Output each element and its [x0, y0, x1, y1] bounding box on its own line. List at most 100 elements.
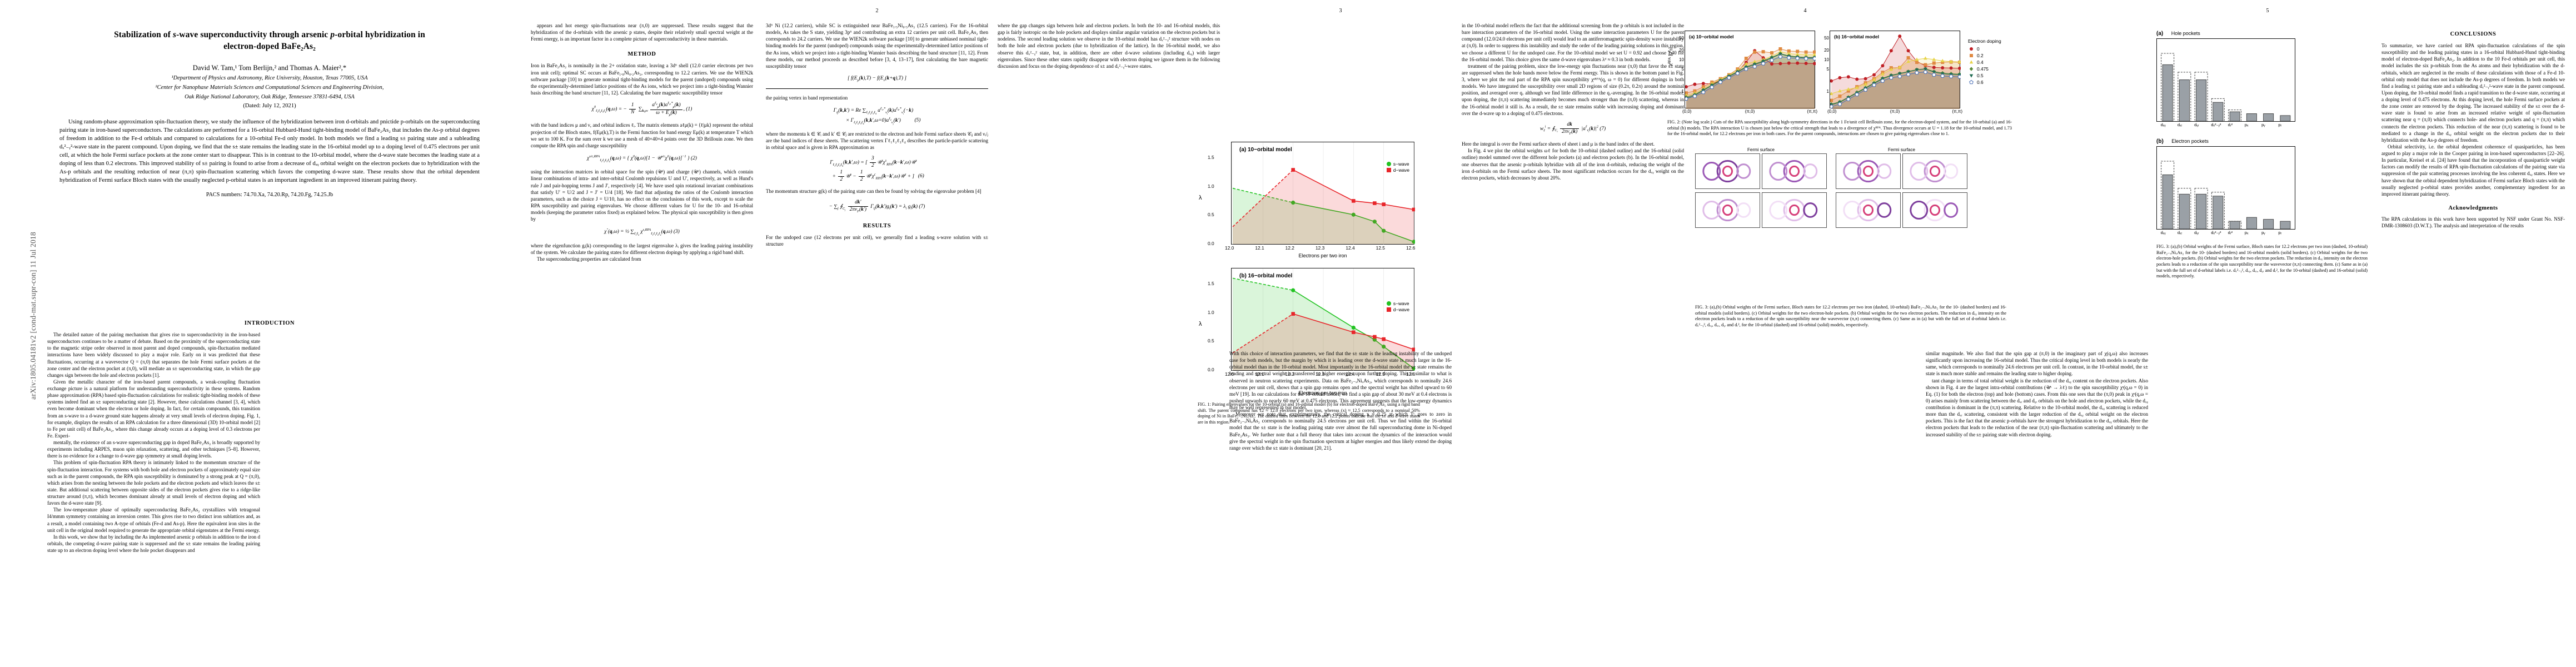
fig3-caption: FIG. 3: (a),(b) Orbital weights of the F…: [1695, 305, 2006, 327]
x-tick-label: pᵧ: [2261, 122, 2265, 127]
section-results: RESULTS: [863, 222, 891, 229]
paragraph: Here the integral is over the Fermi surf…: [1462, 141, 1655, 147]
column-3: 3d⁶ Ni (12.2 carriers), while SC is exti…: [766, 22, 988, 667]
fermi-surface-panel: [1902, 153, 1967, 189]
abstract: Using random-phase approximation spin-fl…: [59, 118, 480, 184]
fig2a-plot-svg: [1685, 47, 1816, 109]
fig2b-y-ticks: 1 5 10 20 50: [1818, 31, 1830, 108]
legend-label: d−wave: [1393, 306, 1409, 312]
legend-label: 0: [1977, 46, 1980, 52]
fig5-panel-label-a: (a): [2156, 31, 2164, 37]
paragraph: The momentum structure g(k) of the pairi…: [766, 188, 981, 195]
paragraph: 3d⁶ Ni (12.2 carriers), while SC is exti…: [766, 23, 988, 69]
y-tick-label: 1: [1826, 89, 1829, 94]
column-1-2-body: INTRODUCTION The detailed nature of the …: [47, 311, 492, 667]
y-tick-label: 0.5: [1208, 212, 1214, 218]
fig1-caption: FIG. 1: Pairing eigenvalues for the 10-o…: [1198, 402, 1420, 425]
x-tick-label: dₓᵧ: [2160, 230, 2166, 235]
paragraph: mentally, the existence of an s-wave sup…: [47, 440, 260, 459]
equation-6: Γℓ1ℓ2ℓ3ℓ4(k,k′,ω) = [ 3 2 𝒰sχsRPA(k−k′,ω)𝒰…: [830, 156, 924, 182]
paragraph: Given the metallic character of the iron…: [47, 379, 260, 439]
paragraph: in the 10-orbital model reflects the fac…: [1462, 23, 1684, 62]
fig2-legend-item: 0.4: [1968, 59, 2001, 66]
fermi-surface-panel: [1762, 153, 1827, 189]
fig2a-panel-label: (a) 10−orbital model: [1689, 34, 1734, 39]
y-tick-label: 50: [1679, 35, 1684, 41]
x-tick-label: dᵣ²: [2228, 122, 2233, 127]
equation-8: wℓi = ∮Ci dk 2πvF(k) |aℓνi(k)|2 (7): [1539, 121, 1606, 136]
fermi-surface-plot: [1843, 160, 1892, 183]
fermi-surface-panel: [1762, 192, 1827, 228]
equation-3: χ″(q,ω) = ½ ∑ℓ1ℓ2 χs,RPAℓ1ℓ1ℓ2ℓ2(q,ω) (3…: [604, 228, 680, 237]
x-tick-label: 12.0: [1225, 245, 1234, 251]
equation-number: (6): [918, 173, 924, 180]
paragraph: The superconducting properties are calcu…: [537, 256, 641, 262]
x-tick-label: dₓᵣ: [2177, 122, 2183, 127]
equation-number: , (1): [683, 106, 692, 112]
title-block: Stabilization of s-wave superconductivit…: [47, 29, 492, 198]
fig5a-x-ticks: dₓᵧ dₓᵣ dᵧᵣ dₓ²₋ᵧ² dᵣ² pₓ pᵧ pᵣ: [2156, 122, 2295, 131]
x-tick-label: (0,0): [1682, 109, 1692, 114]
x-tick-label: pᵣ: [2278, 122, 2282, 127]
fermi-surface-panel: [1695, 192, 1760, 228]
y-tick-label: 1.0: [1208, 183, 1214, 189]
fig1-panel-b: (b) 16−orbital model s−wave d−wave: [1231, 268, 1415, 371]
equation-number: (7): [1600, 126, 1606, 132]
paragraph: where the momenta k ∈ 𝒞ᵢ and k′ ∈ 𝒞ⱼ are…: [766, 131, 988, 151]
fig5a-plot-svg: [2161, 53, 2291, 122]
fig2-legend-item: 0.2: [1968, 52, 2001, 59]
legend-label: 0.475: [1977, 66, 1989, 72]
x-tick-label: 12.2: [1285, 245, 1294, 251]
section-introduction: INTRODUCTION: [244, 320, 295, 326]
x-tick-label: pₓ: [2244, 230, 2249, 235]
y-tick-label: 1.0: [1208, 309, 1214, 315]
paragraph: the pairing vertex in band representatio…: [766, 95, 848, 101]
y-tick-label: 5: [1826, 67, 1829, 72]
column-10: CONCLUSIONS To summarize, we have carrie…: [2381, 22, 2565, 667]
page-number-4: 4: [1803, 8, 1807, 14]
paragraph: The low-temperature phase of optimally s…: [47, 507, 260, 533]
equation-number: (7): [919, 204, 925, 210]
x-tick-label: (π,π): [1952, 109, 1962, 114]
fermi-surface-plot: [1910, 198, 1959, 222]
fig1a-plot-svg: [1232, 142, 1415, 245]
equation-2: χs/c,RPAℓ1ℓ2ℓ3ℓ4(q,ω) = { χ0(q,ω)[1 − 𝒰s…: [587, 154, 697, 163]
fermi-surface-panel: [1836, 192, 1901, 228]
figure-2: χᴿᴾᴬ [μ²ᵦ] 1 5 10 20 50 (a) 10−orbital model…: [1667, 31, 2012, 137]
x-tick-label: 12.3: [1316, 245, 1325, 251]
s-wave-marker-icon: [1386, 162, 1391, 167]
fig1-panel-a: (a) 10−orbital model s−wave d−wave: [1231, 142, 1415, 245]
paragraph: The RPA calculations in this work have b…: [2381, 216, 2565, 228]
x-tick-label: dₓ²₋ᵧ²: [2211, 230, 2221, 235]
legend-label: s−wave: [1393, 161, 1409, 167]
paragraph: where the gap changes sign between hole …: [998, 23, 1220, 69]
title-part-2: -wave superconductivity through arsenic: [176, 30, 331, 39]
paragraph: In Fig. 4 we plot the orbital weights ωℓ…: [1462, 148, 1684, 181]
x-tick-label: 12.6: [1406, 371, 1416, 377]
fig1b-plot-svg: [1232, 268, 1415, 371]
diamond-marker-icon: [1969, 67, 1974, 71]
paragraph: Iron in BaFe₂As₂ is nominally in the 2+ …: [531, 63, 753, 96]
legend-label: 0.2: [1977, 52, 1984, 58]
x-tick-label: (π,0): [1890, 109, 1900, 114]
fermi-surface-plot: [1769, 198, 1818, 222]
page-number-2: 2: [875, 8, 879, 14]
fig2a-y-ticks: 1 5 10 20 50: [1673, 31, 1685, 108]
fig3-left-title: Fermi surface: [1747, 147, 1775, 152]
x-tick-label: 12.2: [1285, 371, 1294, 377]
x-tick-label: dₓ²₋ᵧ²: [2211, 122, 2221, 127]
y-tick-label: 20: [1824, 48, 1829, 53]
equation-7: − ∑j ∮Cj dk′ 2πvF(k′) Γij(k,k′)gi(k′) = λ…: [829, 200, 925, 214]
pentagon-open-marker-icon: [1969, 79, 1974, 84]
page-title: Stabilization of s-wave superconductivit…: [47, 29, 492, 53]
fig2b-x-ticks: (0,0) (π,0) (π,π): [1827, 108, 1962, 117]
d-wave-marker-icon: [1386, 307, 1391, 312]
x-tick-label: 12.0: [1225, 371, 1234, 377]
paragraph: The detailed nature of the pairing mecha…: [47, 332, 260, 378]
fig2-caption: FIG. 2: (Note log scale.) Cuts of the RP…: [1667, 120, 2012, 137]
y-tick-label: 20: [1679, 48, 1684, 53]
paragraph: Orbital selectivity, i.e. the orbital de…: [2381, 143, 2565, 197]
paragraph: similar magnitude. We also find that the…: [1926, 351, 2148, 377]
paragraph: appears and hot energy spin-fluctuations…: [531, 23, 753, 42]
